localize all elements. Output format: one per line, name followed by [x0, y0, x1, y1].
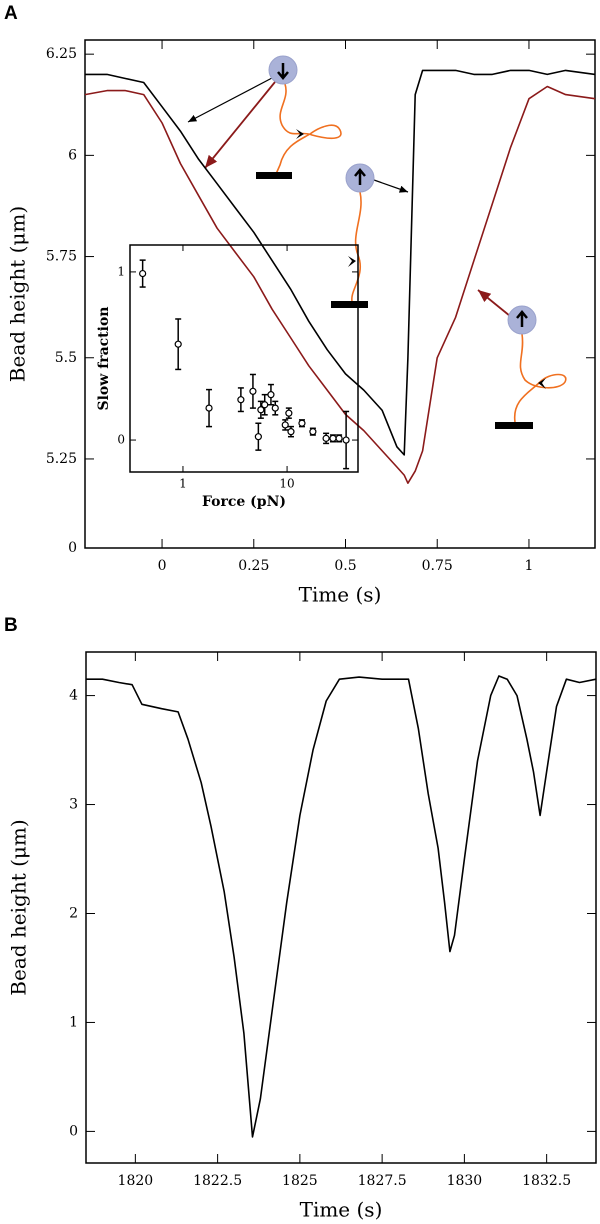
x-tick-label: 0.5	[334, 558, 356, 574]
hairpin	[296, 129, 304, 139]
tether	[275, 83, 342, 175]
pointer	[187, 77, 273, 123]
x-tick-label: 1	[179, 477, 187, 491]
data-point	[287, 428, 295, 436]
x-tick-label: 1	[524, 558, 533, 574]
y-tick-label: 0	[69, 1123, 78, 1139]
data-point	[271, 404, 279, 412]
line-series	[84, 85, 596, 484]
y-tick-label: 6.25	[46, 46, 77, 62]
hairpin	[538, 378, 546, 389]
data-point	[174, 340, 182, 348]
data-point	[249, 387, 257, 395]
line-series	[86, 675, 597, 1138]
data-point	[322, 434, 330, 442]
data-point	[298, 419, 306, 427]
panel-label: B	[4, 615, 18, 636]
data-point	[139, 269, 147, 278]
y-axis-title: Bead height (μm)	[6, 206, 30, 382]
x-tick-label: 0	[158, 558, 167, 574]
x-tick-label: 1820	[118, 1173, 154, 1189]
y-tick-label: 6	[68, 147, 77, 163]
x-axis-title: Force (pN)	[202, 494, 286, 510]
x-tick-label: 0.75	[422, 558, 453, 574]
data-point	[335, 434, 343, 442]
x-tick-label: 0.25	[238, 558, 269, 574]
cartoons	[187, 55, 567, 429]
y-tick-label: 4	[69, 688, 78, 704]
data-point	[261, 401, 269, 409]
y-tick-label: 1	[69, 1014, 78, 1030]
force-arrow	[354, 168, 366, 185]
x-axis-title: Time (s)	[300, 1198, 383, 1222]
x-tick-label: 1822.5	[193, 1173, 242, 1189]
plot-frame	[84, 39, 596, 549]
y-tick-label: 5.5	[55, 350, 77, 366]
data-point	[342, 436, 350, 444]
x-tick-label: 1827.5	[358, 1173, 407, 1189]
y-tick-label: 1	[117, 264, 125, 278]
y-tick-label: 5.75	[46, 249, 77, 265]
force-arrow	[277, 63, 289, 80]
surface	[256, 172, 292, 179]
data-point	[257, 406, 265, 414]
x-tick-label: 1830	[447, 1173, 483, 1189]
y-axis-title: Bead height (μm)	[7, 819, 31, 995]
surface	[331, 301, 368, 308]
y-axis-title: Slow fraction	[96, 307, 112, 411]
plot-frame	[129, 244, 359, 473]
data-point	[205, 404, 213, 412]
data-point	[309, 428, 317, 436]
data-point	[329, 434, 337, 442]
y-tick-label: 3	[69, 797, 78, 813]
pointer	[204, 81, 276, 169]
x-tick-label: 10	[279, 477, 294, 491]
force-arrow	[516, 310, 528, 327]
tether	[351, 191, 362, 302]
tether	[514, 333, 567, 423]
surface	[495, 422, 533, 429]
data-point	[285, 409, 293, 417]
data-point	[281, 421, 289, 429]
panel-label: A	[4, 3, 18, 24]
data-point	[254, 433, 262, 441]
y-tick-label: 5.25	[46, 451, 77, 467]
x-axis-title: Time (s)	[299, 583, 382, 607]
y-break-label: 0	[68, 540, 77, 556]
data-point	[237, 396, 245, 404]
plot-frame	[85, 651, 597, 1164]
pointer	[477, 289, 511, 317]
line-series	[85, 69, 596, 456]
hairpin	[348, 256, 356, 267]
y-tick-label: 2	[69, 905, 78, 921]
x-tick-label: 1832.5	[522, 1173, 571, 1189]
y-tick-label: 0	[117, 433, 125, 447]
data-point	[267, 391, 275, 399]
pointer	[373, 179, 409, 193]
x-tick-label: 1825	[282, 1173, 318, 1189]
